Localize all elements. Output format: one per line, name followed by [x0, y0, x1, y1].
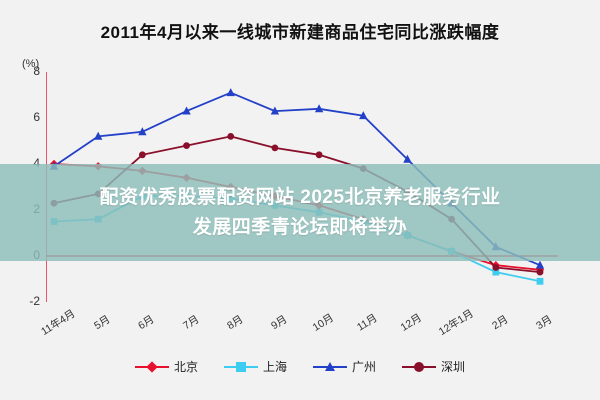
- legend-marker-icon: [313, 361, 347, 373]
- legend-marker-icon: [402, 361, 437, 373]
- data-point: [492, 264, 500, 271]
- legend-label: 深圳: [441, 360, 466, 374]
- data-point: [315, 151, 323, 159]
- x-axis-tick-label: 11月: [355, 312, 380, 334]
- overlay-line-1: 配资优秀股票配资网站 2025北京养老服务行业: [99, 186, 501, 208]
- data-point: [138, 127, 147, 136]
- legend-marker-icon: [134, 360, 169, 373]
- legend-item-广州[interactable]: 广州: [313, 358, 376, 375]
- data-point: [492, 268, 500, 276]
- data-point: [226, 88, 235, 97]
- data-point: [536, 277, 544, 285]
- data-point: [270, 106, 280, 115]
- x-axis-tick-label: 7月: [180, 313, 201, 333]
- x-axis-tick-label: 2月: [489, 313, 511, 333]
- legend-label: 北京: [173, 360, 198, 374]
- legend-label: 广州: [352, 360, 377, 374]
- legend-marker-icon: [223, 361, 258, 373]
- x-axis-tick-label: 12月: [399, 311, 425, 334]
- data-point: [138, 151, 146, 159]
- data-point: [535, 260, 545, 269]
- x-axis-tick-label: 10月: [310, 311, 336, 334]
- data-point: [183, 142, 190, 149]
- legend-item-深圳[interactable]: 深圳: [402, 358, 465, 375]
- legend-item-上海[interactable]: 上海: [223, 358, 287, 375]
- x-axis-tick-label: 6月: [136, 313, 157, 333]
- data-point: [359, 111, 368, 120]
- legend-item-北京[interactable]: 北京: [134, 358, 198, 375]
- y-axis-tick-label: 4: [33, 156, 40, 170]
- overlay-caption-band: 配资优秀股票配资网站 2025北京养老服务行业 发展四季青论坛即将举办: [0, 164, 600, 261]
- x-axis-tick-label: 12年1月: [436, 307, 476, 339]
- data-point: [227, 133, 235, 140]
- data-point: [271, 144, 279, 152]
- data-point: [182, 106, 191, 115]
- data-point: [314, 104, 324, 113]
- chart-legend: 北京 上海 广州 深圳: [0, 358, 600, 375]
- chart-title: 2011年4月以来一线城市新建商品住宅同比涨跌幅度: [100, 23, 500, 42]
- y-axis-tick-label: -2: [29, 294, 40, 308]
- x-axis-tick-label: 9月: [269, 313, 290, 333]
- data-point: [93, 131, 103, 140]
- x-axis-tick-label: 8月: [224, 313, 246, 333]
- overlay-line-2: 发展四季青论坛即将举办: [192, 216, 408, 238]
- y-axis-tick-label: 6: [33, 110, 40, 124]
- y-axis-unit-label: (%): [22, 58, 40, 70]
- data-point: [536, 268, 544, 276]
- x-axis-tick-label: 5月: [92, 313, 113, 333]
- legend-label: 上海: [262, 360, 287, 374]
- data-point: [403, 154, 412, 163]
- y-axis-tick-label: 8: [33, 64, 40, 78]
- x-axis-tick-label: 3月: [534, 313, 555, 333]
